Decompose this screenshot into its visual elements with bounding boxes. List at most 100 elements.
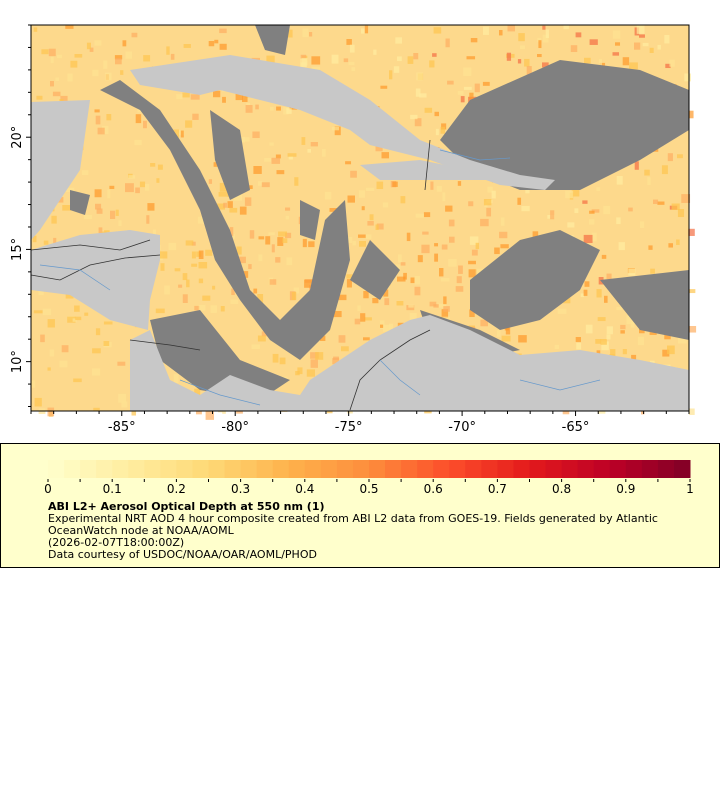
aerosol-pixel (198, 250, 204, 260)
aerosol-pixel (414, 118, 422, 127)
aerosol-pixel (34, 397, 42, 407)
aerosol-pixel (429, 60, 435, 68)
aerosol-pixel (407, 56, 414, 64)
colorbar-swatch (401, 460, 418, 478)
aerosol-pixel (496, 330, 501, 337)
aerosol-pixel (417, 255, 423, 263)
aerosol-pixel (52, 91, 61, 97)
aerosol-pixel (380, 324, 384, 328)
colorbar-swatch (80, 460, 97, 478)
aerosol-pixel (83, 214, 92, 220)
aerosol-pixel (103, 341, 110, 346)
aerosol-pixel (606, 334, 611, 340)
aerosol-pixel (357, 305, 361, 312)
aerosol-pixel (409, 313, 417, 322)
colorbar-swatch (272, 460, 290, 478)
aerosol-pixel (346, 279, 352, 288)
aerosol-pixel (285, 215, 289, 220)
colorbar-swatch (561, 460, 579, 478)
aerosol-pixel (81, 170, 89, 175)
aerosol-pixel (361, 28, 365, 34)
aerosol-pixel (668, 243, 673, 248)
aerosol-pixel (486, 207, 492, 217)
aerosol-pixel (287, 153, 297, 157)
aerosol-pixel (279, 357, 286, 365)
aerosol-pixel (67, 73, 73, 82)
colorbar-swatch (625, 460, 643, 478)
x-tick-label: -75° (335, 420, 363, 435)
colorbar-swatch (673, 460, 691, 478)
aerosol-pixel (190, 94, 200, 100)
aerosol-pixel (208, 179, 213, 184)
aerosol-pixel (183, 44, 191, 48)
aerosol-pixel (662, 349, 670, 357)
colorbar: 0 0.1 0.2 0.3 0.4 0.5 0.6 0.7 0.8 0.9 1 (44, 460, 694, 496)
colorbar-tick-label: 0 (44, 482, 52, 496)
aerosol-pixel (286, 257, 293, 266)
aerosol-pixel (441, 123, 447, 130)
aerosol-pixel (103, 321, 113, 325)
aerosol-pixel (301, 137, 306, 145)
aerosol-pixel (65, 25, 74, 29)
aerosol-pixel (102, 125, 109, 134)
aerosol-pixel (272, 353, 279, 363)
aerosol-pixel (601, 341, 609, 351)
aerosol-pixel (304, 279, 313, 288)
aerosol-pixel (152, 229, 157, 238)
aerosol-pixel (661, 165, 668, 175)
aerosol-pixel (49, 349, 55, 357)
aerosol-pixel (258, 236, 265, 240)
aerosol-pixel (364, 25, 369, 34)
aerosol-pixel (271, 157, 281, 164)
aerosol-pixel (626, 315, 635, 325)
aerosol-pixel (466, 56, 476, 60)
aerosol-pixel (506, 52, 512, 61)
aerosol-pixel (441, 244, 448, 250)
colorbar-swatch (369, 460, 386, 478)
aerosol-pixel (173, 374, 179, 384)
aerosol-pixel (156, 178, 160, 183)
aerosol-pixel (65, 291, 74, 299)
aerosol-pixel (307, 149, 312, 153)
aerosol-pixel (637, 336, 644, 346)
aerosol-pixel (351, 67, 356, 72)
aerosol-pixel (667, 153, 673, 162)
aerosol-pixel (36, 95, 43, 100)
aerosol-pixel (212, 285, 216, 290)
aerosol-pixel (681, 194, 691, 203)
aerosol-pixel (47, 367, 51, 371)
aerosol-pixel (92, 69, 99, 77)
aerosol-pixel (197, 216, 206, 224)
aerosol-pixel (583, 289, 588, 296)
aerosol-pixel (538, 40, 542, 49)
aerosol-pixel (358, 234, 366, 238)
aerosol-pixel (445, 205, 453, 212)
colorbar-swatch (609, 460, 627, 478)
aerosol-pixel (649, 331, 657, 335)
aerosol-pixel (306, 369, 315, 377)
aerosol-pixel (164, 285, 170, 295)
x-tick-label: -85° (108, 420, 136, 435)
aerosol-pixel (406, 232, 411, 242)
aerosol-pixel (146, 215, 150, 224)
aerosol-pixel (147, 203, 155, 211)
aerosol-pixel (369, 214, 374, 221)
aerosol-pixel (688, 326, 697, 333)
aerosol-pixel (582, 200, 588, 204)
aerosol-pixel (117, 361, 126, 366)
aerosol-pixel (343, 58, 349, 63)
aerosol-pixel (616, 217, 621, 225)
aerosol-pixel (338, 335, 346, 343)
colorbar-swatch (449, 460, 466, 478)
aerosol-pixel (483, 199, 492, 206)
aerosol-pixel (545, 29, 549, 39)
aerosol-pixel (308, 241, 315, 248)
colorbar-swatch (513, 460, 530, 478)
aerosol-pixel (185, 240, 194, 246)
aerosol-pixel (219, 182, 229, 192)
aerosol-pixel (50, 81, 54, 87)
aerosol-pixel (469, 92, 474, 100)
legend-panel: 0 0.1 0.2 0.3 0.4 0.5 0.6 0.7 0.8 0.9 1 ABI L2+ Ae… (0, 443, 720, 568)
aerosol-pixel (383, 289, 389, 297)
aerosol-pixel (505, 326, 511, 335)
